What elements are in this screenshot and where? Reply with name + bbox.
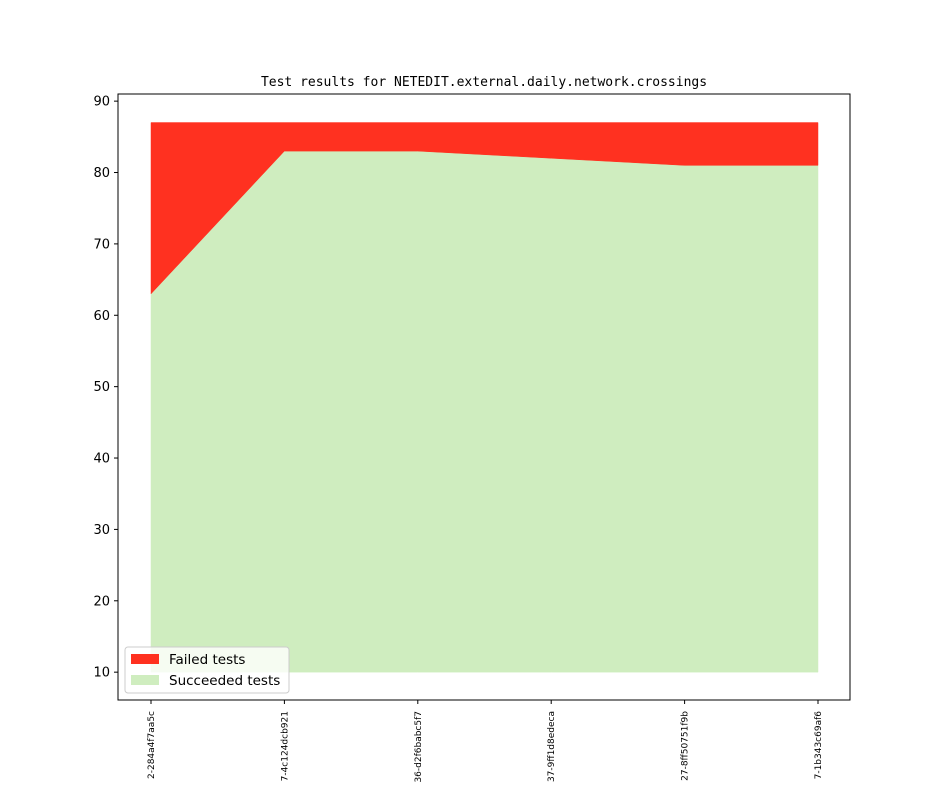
- y-axis: 10 20 30 40 50 60 70 80 90: [93, 95, 118, 681]
- x-tick-label: 7-4c124dcb921: [280, 711, 290, 781]
- y-tick-label: 50: [93, 380, 110, 395]
- x-tick-label: 36-d2f6babc5f7: [414, 711, 424, 783]
- x-tick-label: 27-8ff50751f9b: [681, 711, 691, 781]
- x-axis: 2-284a4f7aa5c 7-4c124dcb921 36-d2f6babc5f7…: [147, 700, 824, 783]
- y-tick-label: 30: [93, 523, 110, 538]
- chart-title: Test results for NETEDIT.external.daily.…: [261, 75, 707, 90]
- legend-swatch-succeeded-tests: [131, 675, 159, 685]
- legend-box: [124, 646, 290, 694]
- y-tick-label: 80: [93, 166, 110, 181]
- legend-swatch-failed-tests: [131, 654, 159, 664]
- plot-frame: [117, 93, 851, 701]
- y-tick-label: 10: [93, 666, 110, 681]
- y-tick-label: 40: [93, 452, 110, 467]
- x-tick-label: 2-284a4f7aa5c: [147, 711, 157, 779]
- legend: Failed tests Succeeded tests: [124, 646, 290, 694]
- y-tick-label: 20: [93, 594, 110, 609]
- x-tick-label: 37-9ff1d8edeca: [547, 711, 557, 782]
- y-tick-label: 70: [93, 237, 110, 252]
- area-series-failed-tests: [150, 122, 819, 295]
- legend-label-failed-tests: Failed tests: [169, 652, 245, 668]
- legend-label-succeeded-tests: Succeeded tests: [169, 673, 280, 689]
- area-series-succeeded-tests: [150, 150, 819, 673]
- x-tick-label: 7-1b343c69af6: [814, 711, 824, 780]
- y-tick-label: 60: [93, 309, 110, 324]
- area-layer: [150, 122, 819, 673]
- y-tick-label: 90: [93, 95, 110, 110]
